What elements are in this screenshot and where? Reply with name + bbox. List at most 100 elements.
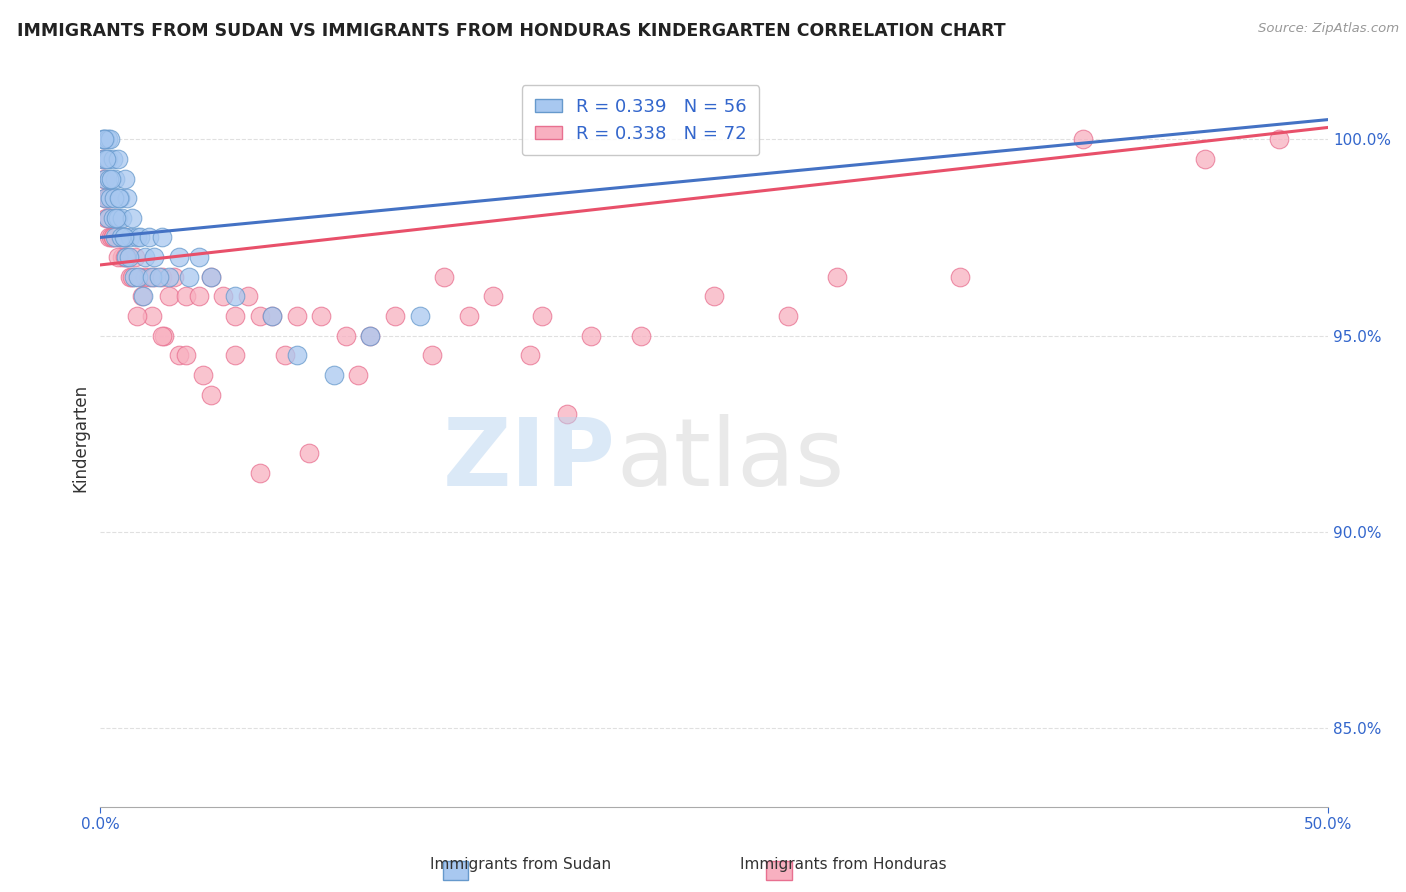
Point bbox=[117, 250, 139, 264]
Point bbox=[108, 230, 131, 244]
Text: IMMIGRANTS FROM SUDAN VS IMMIGRANTS FROM HONDURAS KINDERGARTEN CORRELATION CHART: IMMIGRANTS FROM SUDAN VS IMMIGRANTS FROM… bbox=[17, 22, 1005, 40]
Point bbox=[118, 230, 141, 244]
Point bbox=[107, 191, 129, 205]
Point bbox=[128, 230, 150, 244]
Point bbox=[97, 211, 120, 225]
Point bbox=[96, 152, 118, 166]
Point bbox=[236, 289, 259, 303]
Point bbox=[91, 132, 114, 146]
Point bbox=[153, 328, 176, 343]
Point bbox=[107, 211, 129, 225]
Point bbox=[176, 289, 198, 303]
Point bbox=[482, 289, 505, 303]
Point bbox=[519, 348, 541, 362]
Point bbox=[581, 328, 603, 343]
Point bbox=[148, 269, 170, 284]
Point bbox=[200, 269, 222, 284]
Point bbox=[433, 269, 456, 284]
Point bbox=[114, 230, 136, 244]
Point bbox=[141, 269, 163, 284]
Point bbox=[121, 269, 143, 284]
Point bbox=[107, 230, 129, 244]
Point bbox=[143, 250, 166, 264]
Point bbox=[105, 211, 128, 225]
Point bbox=[97, 152, 120, 166]
Text: ZIP: ZIP bbox=[443, 414, 616, 506]
Point bbox=[114, 230, 136, 244]
Text: Immigrants from Honduras: Immigrants from Honduras bbox=[741, 857, 946, 872]
Point bbox=[949, 269, 972, 284]
Point bbox=[127, 269, 149, 284]
Point bbox=[167, 348, 190, 362]
Point bbox=[177, 269, 200, 284]
Point bbox=[200, 387, 222, 401]
Point bbox=[193, 368, 215, 382]
Point bbox=[134, 250, 156, 264]
Point bbox=[94, 171, 117, 186]
Point bbox=[98, 191, 121, 205]
Point bbox=[359, 328, 381, 343]
Point bbox=[107, 250, 129, 264]
Point bbox=[298, 446, 321, 460]
Point bbox=[224, 309, 246, 323]
Point bbox=[224, 289, 246, 303]
Point bbox=[97, 132, 120, 146]
Point bbox=[100, 171, 122, 186]
Point bbox=[127, 230, 149, 244]
Point bbox=[94, 191, 117, 205]
Point bbox=[187, 250, 209, 264]
Point bbox=[128, 269, 150, 284]
Point bbox=[457, 309, 479, 323]
Point bbox=[110, 230, 132, 244]
Point bbox=[531, 309, 554, 323]
Point bbox=[108, 191, 131, 205]
Point bbox=[114, 171, 136, 186]
Point bbox=[187, 289, 209, 303]
Point bbox=[825, 269, 848, 284]
Point bbox=[96, 211, 118, 225]
Point bbox=[420, 348, 443, 362]
Point bbox=[117, 250, 139, 264]
Point bbox=[118, 269, 141, 284]
Point bbox=[1194, 152, 1216, 166]
Point bbox=[121, 211, 143, 225]
Point bbox=[249, 466, 271, 480]
Point bbox=[103, 191, 125, 205]
Point bbox=[273, 348, 295, 362]
Point bbox=[104, 171, 127, 186]
Point bbox=[94, 132, 117, 146]
Text: Source: ZipAtlas.com: Source: ZipAtlas.com bbox=[1258, 22, 1399, 36]
Point bbox=[224, 348, 246, 362]
Point bbox=[93, 132, 115, 146]
Point bbox=[200, 269, 222, 284]
Point bbox=[322, 368, 344, 382]
Point bbox=[117, 191, 139, 205]
Point bbox=[132, 289, 155, 303]
Point bbox=[112, 230, 135, 244]
Point bbox=[143, 269, 166, 284]
Point bbox=[98, 132, 121, 146]
Point bbox=[285, 348, 308, 362]
Point bbox=[138, 269, 160, 284]
Point bbox=[384, 309, 406, 323]
Point bbox=[262, 309, 284, 323]
Point bbox=[157, 289, 180, 303]
Point bbox=[97, 171, 120, 186]
Point bbox=[91, 152, 114, 166]
Point bbox=[111, 211, 134, 225]
Point bbox=[1268, 132, 1291, 146]
Point bbox=[98, 211, 121, 225]
Point bbox=[212, 289, 235, 303]
Text: Immigrants from Sudan: Immigrants from Sudan bbox=[430, 857, 610, 872]
Point bbox=[150, 328, 173, 343]
Legend: R = 0.339   N = 56, R = 0.338   N = 72: R = 0.339 N = 56, R = 0.338 N = 72 bbox=[522, 85, 759, 155]
Point bbox=[163, 269, 186, 284]
Point bbox=[347, 368, 370, 382]
Point bbox=[124, 250, 146, 264]
Point bbox=[1071, 132, 1094, 146]
Point bbox=[141, 309, 163, 323]
Point bbox=[408, 309, 430, 323]
Point bbox=[97, 230, 120, 244]
Point bbox=[101, 230, 124, 244]
Point bbox=[115, 250, 138, 264]
